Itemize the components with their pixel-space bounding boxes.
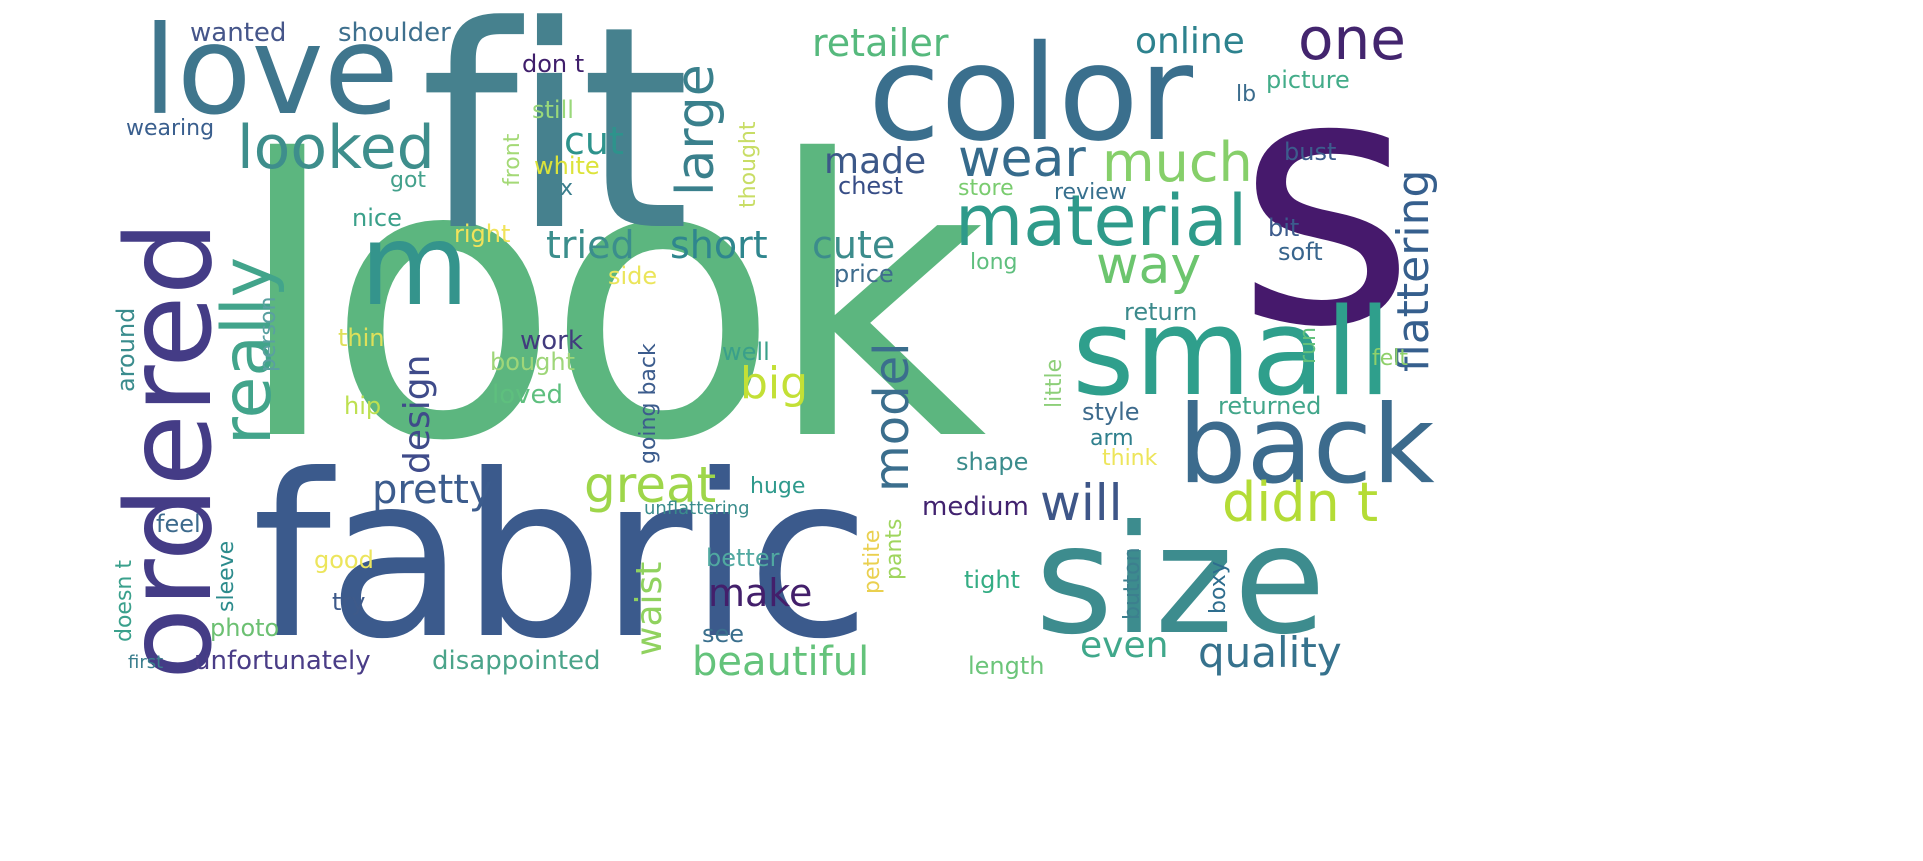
word-bit: bit: [1268, 214, 1300, 242]
word-wearing: wearing: [126, 116, 215, 141]
word-waist: waist: [629, 561, 670, 656]
word-returned: returned: [1218, 392, 1322, 420]
word-pretty: pretty: [372, 467, 493, 513]
word-even: even: [1080, 625, 1169, 666]
word-right: right: [454, 220, 511, 248]
word-style: style: [1082, 398, 1140, 426]
word-tried: tried: [546, 223, 635, 267]
word-didn-t: didn t: [1222, 471, 1379, 534]
word-lb: lb: [1236, 82, 1257, 107]
word-white: white: [534, 152, 600, 180]
word-shoulder: shoulder: [338, 18, 451, 48]
word-wear: wear: [958, 129, 1086, 189]
word-still: still: [532, 96, 574, 124]
word-make: make: [708, 571, 813, 615]
word-flattering: flattering: [1388, 169, 1439, 372]
word-button: button: [1120, 547, 1145, 620]
word-arm: arm: [1090, 426, 1134, 451]
word-hip: hip: [344, 392, 382, 420]
word-color: color: [868, 17, 1194, 171]
word-going-back: going back: [636, 343, 661, 464]
word-long: long: [970, 250, 1018, 275]
word-cute: cute: [812, 223, 896, 267]
word-length: length: [968, 652, 1045, 680]
word-fit: fit: [420, 0, 690, 293]
word-run: run: [1296, 327, 1321, 364]
word-look: look: [234, 80, 987, 525]
word-looked: looked: [237, 113, 435, 183]
word-small: small: [1072, 284, 1392, 423]
word-retailer: retailer: [812, 21, 949, 65]
word-short: short: [670, 223, 768, 267]
word-material: material: [955, 180, 1248, 262]
word-design: design: [397, 354, 438, 474]
word-way: way: [1096, 236, 1202, 296]
word-nice: nice: [352, 204, 402, 232]
word-disappointed: disappointed: [432, 646, 601, 676]
word-feel: feel: [156, 510, 201, 538]
word-petite: petite: [860, 529, 885, 594]
word-think: think: [1102, 446, 1158, 471]
word-first: first: [128, 652, 164, 673]
word-large: large: [666, 64, 726, 196]
word-one: one: [1298, 5, 1406, 73]
word-boxy: boxy: [1206, 561, 1231, 614]
word-wanted: wanted: [190, 18, 287, 48]
word-around: around: [112, 307, 140, 392]
word-much: much: [1102, 131, 1253, 194]
word-try: try: [332, 588, 366, 616]
word-person: person: [256, 296, 281, 372]
word-thin: thin: [338, 324, 385, 352]
word-online: online: [1135, 21, 1245, 62]
word-cut: cut: [564, 119, 624, 163]
word-felt: felt: [1372, 346, 1409, 371]
word-review: review: [1054, 180, 1127, 205]
word-made: made: [824, 141, 927, 182]
word-big: big: [740, 358, 809, 409]
word-size: size: [1035, 494, 1326, 668]
word-will: will: [1040, 474, 1123, 532]
word-don-t: don t: [522, 50, 585, 78]
word-tight: tight: [964, 566, 1020, 594]
word-well: well: [722, 338, 770, 366]
word-huge: huge: [750, 474, 806, 499]
word-side: side: [608, 262, 658, 290]
word-s: s: [1236, 2, 1416, 403]
word-thought: thought: [736, 121, 761, 208]
word-better: better: [706, 544, 780, 572]
word-chest: chest: [838, 172, 904, 200]
word-shape: shape: [956, 448, 1029, 476]
word-medium: medium: [922, 492, 1029, 522]
word-m: m: [360, 201, 470, 331]
word-doesn-t: doesn t: [112, 560, 137, 642]
word-great: great: [584, 456, 717, 514]
word-see: see: [702, 620, 745, 648]
word-front: front: [500, 133, 525, 186]
word-return: return: [1124, 298, 1198, 326]
word-price: price: [834, 260, 894, 288]
word-bought: bought: [490, 348, 575, 376]
word-unflattering: unflattering: [644, 498, 750, 519]
word-sleeve: sleeve: [214, 540, 239, 612]
word-love: love: [143, 0, 399, 142]
word-bust: bust: [1284, 138, 1337, 166]
word-work: work: [520, 326, 583, 356]
word-little: little: [1042, 358, 1067, 408]
word-good: good: [314, 546, 374, 574]
word-quality: quality: [1198, 628, 1342, 677]
word-fabric: fabric: [252, 427, 871, 689]
word-photo: photo: [210, 614, 280, 642]
word-pants: pants: [882, 518, 907, 580]
word-unfortunately: unfortunately: [194, 646, 371, 676]
word-loved: loved: [492, 380, 564, 410]
word-picture: picture: [1266, 66, 1350, 94]
word-x: x: [560, 176, 574, 201]
word-model: model: [864, 342, 920, 492]
word-got: got: [390, 168, 427, 193]
word-store: store: [958, 176, 1014, 201]
word-beautiful: beautiful: [692, 639, 870, 685]
word-back: back: [1178, 383, 1435, 508]
word-soft: soft: [1278, 238, 1323, 266]
